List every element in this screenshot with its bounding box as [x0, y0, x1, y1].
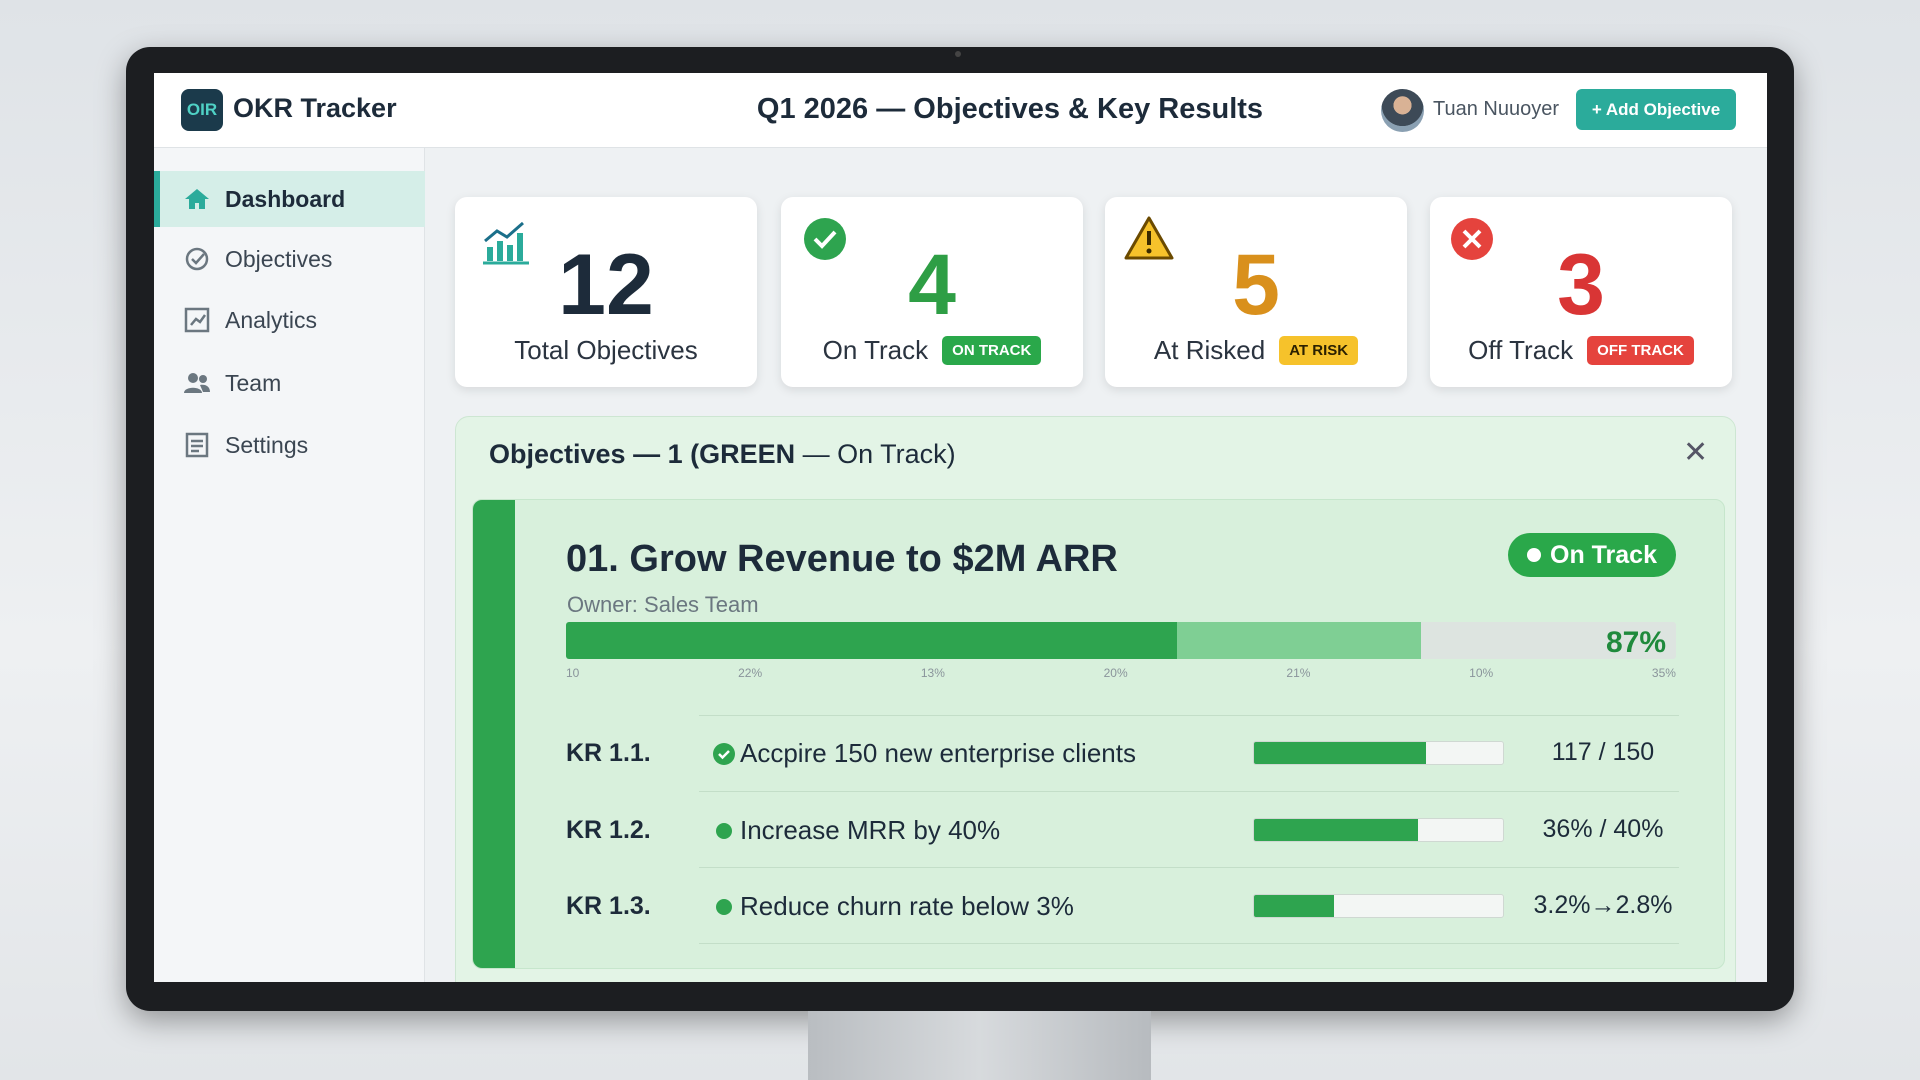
stat-value: 12: [558, 237, 654, 333]
header: OIR OKR Tracker Q1 2026 — Objectives & K…: [154, 73, 1767, 148]
kr-bar: [1253, 894, 1504, 918]
progress-label: 87%: [1605, 626, 1666, 659]
screen: OIR OKR Tracker Q1 2026 — Objectives & K…: [154, 73, 1767, 982]
kr-value: 36% / 40%: [1542, 815, 1664, 843]
kr-id: KR 1.3.: [566, 892, 651, 920]
stat-card: 5 At Risked AT RISK: [1105, 197, 1407, 387]
brand[interactable]: OKR Tracker: [233, 93, 397, 123]
separator: [699, 867, 1679, 868]
panel-title-rest: — On Track): [802, 439, 956, 469]
progress-bar: 87%: [566, 622, 1676, 659]
kr-bar: [1253, 741, 1504, 765]
close-button[interactable]: ✕: [1683, 436, 1709, 469]
stat-label-row: Off Track OFF TRACK: [1430, 335, 1732, 366]
stat-label: Off Track: [1468, 335, 1574, 365]
stat-value: 3: [1557, 237, 1605, 333]
scale-labels: 10 22% 13% 20% 21% 10% 35%: [566, 666, 1676, 680]
stat-label: On Track: [822, 335, 929, 365]
nav-item[interactable]: Team: [154, 355, 425, 411]
status-badge: ON TRACK: [942, 336, 1042, 365]
page-title: Q1 2026 — Objectives & Key Results: [756, 93, 1264, 125]
error-icon: [1451, 218, 1493, 260]
nav-item[interactable]: Settings: [154, 417, 425, 473]
scale-label: 20%: [1103, 666, 1128, 680]
stat-label-row: On Track ON TRACK: [781, 335, 1083, 366]
add-objective-button[interactable]: + Add Objective: [1576, 89, 1736, 130]
stat-label-row: At Risked AT RISK: [1105, 335, 1407, 366]
panel-title-bold: Objectives — 1 (GREEN: [489, 439, 796, 469]
kr-id: KR 1.2.: [566, 816, 651, 844]
key-result: KR 1.3. Reduce churn rate below 3% 3.2%→…: [473, 876, 1724, 936]
progress-segment: [1176, 622, 1421, 659]
separator: [699, 943, 1679, 944]
monitor-stand: [808, 1011, 1151, 1080]
nav-label[interactable]: Dashboard: [225, 185, 346, 212]
stat-card: 3 Off Track OFF TRACK: [1430, 197, 1732, 387]
kr-fill: [1254, 819, 1419, 841]
kr-dot: [716, 899, 732, 915]
scale-label: 35%: [1651, 666, 1676, 680]
camera: [955, 51, 961, 57]
stat-card: 4 On Track ON TRACK: [781, 197, 1083, 387]
objective-card: 01. Grow Revenue to $2M ARR On Track Own…: [472, 499, 1725, 969]
stat-label: At Risked: [1153, 335, 1266, 365]
panel-title: Objectives — 1 (GREEN — On Track): [489, 439, 956, 470]
check-icon: [804, 218, 846, 260]
nav-item[interactable]: Objectives: [154, 231, 425, 287]
status-badge: AT RISK: [1279, 336, 1359, 365]
stat-label: Total Objectives: [514, 335, 698, 365]
status-badge: OFF TRACK: [1587, 336, 1694, 365]
logo[interactable]: OIR: [181, 89, 223, 131]
kr-fill: [1254, 742, 1426, 764]
scale-label: 13%: [920, 666, 945, 680]
objectives-panel: Objectives — 1 (GREEN — On Track) ✕ 01. …: [455, 416, 1736, 982]
key-result: KR 1.2. Increase MRR by 40% 36% / 40%: [473, 800, 1724, 860]
separator: [699, 791, 1679, 792]
kr-text: Accpire 150 new enterprise clients: [740, 738, 1136, 768]
kr-text: Increase MRR by 40%: [740, 815, 1001, 845]
avatar[interactable]: [1381, 89, 1424, 132]
status-pill: On Track: [1508, 533, 1676, 577]
separator: [699, 715, 1679, 716]
progress-segment: [566, 622, 1177, 659]
stat-value: 5: [1232, 237, 1280, 333]
stat-value: 4: [908, 237, 956, 333]
status-stripe: [473, 500, 515, 968]
warning-icon: [1124, 216, 1174, 260]
kr-bar: [1253, 818, 1504, 842]
kr-id: KR 1.1.: [566, 739, 651, 767]
sidebar: Dashboard Objectives Analytics Team Sett…: [154, 148, 425, 982]
kr-text: Reduce churn rate below 3%: [740, 891, 1074, 921]
stat-label-row: Total Objectives: [455, 335, 757, 366]
nav-item[interactable]: Dashboard: [154, 171, 425, 227]
kr-value: 3.2%→2.8%: [1533, 891, 1673, 919]
status-text: On Track: [1550, 540, 1657, 569]
nav-item[interactable]: Analytics: [154, 292, 425, 348]
scale-label: 10%: [1469, 666, 1494, 680]
kr-check: [713, 743, 735, 765]
nav-label[interactable]: Analytics: [225, 306, 318, 333]
key-result: KR 1.1. Accpire 150 new enterprise clien…: [473, 723, 1724, 783]
owner: Owner: Sales Team: [567, 592, 759, 617]
objective-title[interactable]: 01. Grow Revenue to $2M ARR: [566, 538, 1118, 580]
kr-dot: [716, 823, 732, 839]
scale-label: 10: [566, 666, 580, 680]
nav-label[interactable]: Team: [225, 369, 282, 396]
scale-label: 21%: [1286, 666, 1311, 680]
scale-label: 22%: [738, 666, 763, 680]
kr-fill: [1254, 895, 1334, 917]
chart-icon: [483, 221, 529, 265]
stat-card: 12 Total Objectives: [455, 197, 757, 387]
nav-label[interactable]: Objectives: [225, 245, 333, 272]
kr-value: 117 / 150: [1551, 738, 1655, 766]
user-name[interactable]: Tuan Nuuoyer: [1433, 98, 1559, 120]
nav-label[interactable]: Settings: [225, 431, 309, 458]
